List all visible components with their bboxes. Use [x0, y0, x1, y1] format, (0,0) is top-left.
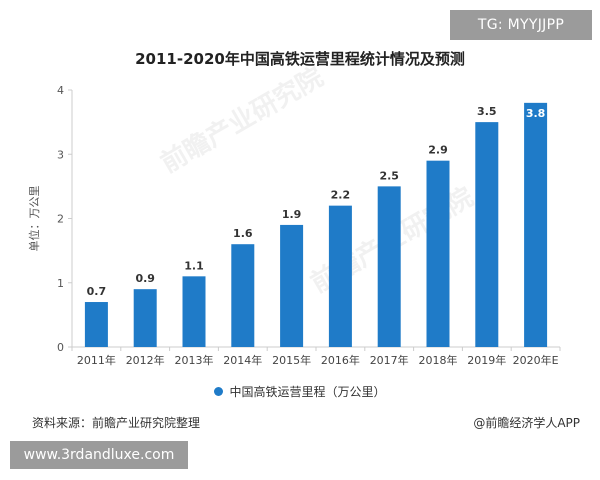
bar: [182, 276, 206, 347]
y-tick-label: 0: [57, 341, 64, 354]
x-tick-label: 2011年: [77, 353, 116, 367]
data-label: 1.9: [282, 208, 302, 221]
data-label: 2.5: [379, 169, 399, 182]
source-note: 资料来源：前瞻产业研究院整理: [32, 416, 201, 430]
bar: [475, 122, 499, 347]
y-axis-label: 单位：万公里: [27, 186, 41, 252]
tg-badge: TG: MYYJJPP: [450, 10, 592, 40]
chart-title: 2011-2020年中国高铁运营里程统计情况及预测: [135, 50, 465, 68]
url-badge: www.3rdandluxe.com: [10, 441, 188, 469]
data-label: 0.9: [135, 272, 155, 285]
data-label: 1.1: [184, 259, 204, 272]
bar: [377, 186, 401, 347]
data-label: 2.9: [428, 144, 448, 157]
bar: [524, 102, 548, 347]
x-tick-label: 2013年: [175, 353, 214, 367]
legend-label: 中国高铁运营里程（万公里）: [229, 385, 386, 399]
legend: 中国高铁运营里程（万公里）: [0, 383, 600, 400]
x-tick-label: 2012年: [126, 353, 165, 367]
bar: [280, 224, 304, 347]
legend-marker: [214, 387, 224, 396]
bar: [84, 302, 108, 347]
bar: [426, 160, 450, 347]
bar: [231, 244, 255, 347]
x-tick-label: 2015年: [272, 353, 311, 367]
y-tick-label: 4: [57, 84, 64, 97]
x-tick-label: 2017年: [370, 353, 409, 367]
data-label: 0.7: [87, 285, 107, 298]
y-tick-label: 1: [57, 277, 64, 290]
bar: [328, 205, 352, 347]
data-label: 3.5: [477, 105, 497, 118]
data-label: 3.8: [526, 107, 546, 120]
data-label: 1.6: [233, 227, 253, 240]
x-tick-label: 2020年E: [513, 353, 559, 367]
bar: [133, 289, 157, 347]
y-tick-label: 3: [57, 148, 64, 161]
x-tick-label: 2016年: [321, 353, 360, 367]
data-label: 2.2: [331, 189, 351, 202]
x-tick-label: 2014年: [223, 353, 262, 367]
x-tick-label: 2018年: [419, 353, 458, 367]
x-tick-label: 2019年: [467, 353, 506, 367]
brand-credit: @前瞻经济学人APP: [473, 416, 580, 430]
y-tick-label: 2: [57, 213, 64, 226]
bar-chart: 单位：万公里 0 1 2 3 4 0.7 2011年 0.9 2012年 1.1 2013年 1.6 20…: [27, 84, 561, 367]
